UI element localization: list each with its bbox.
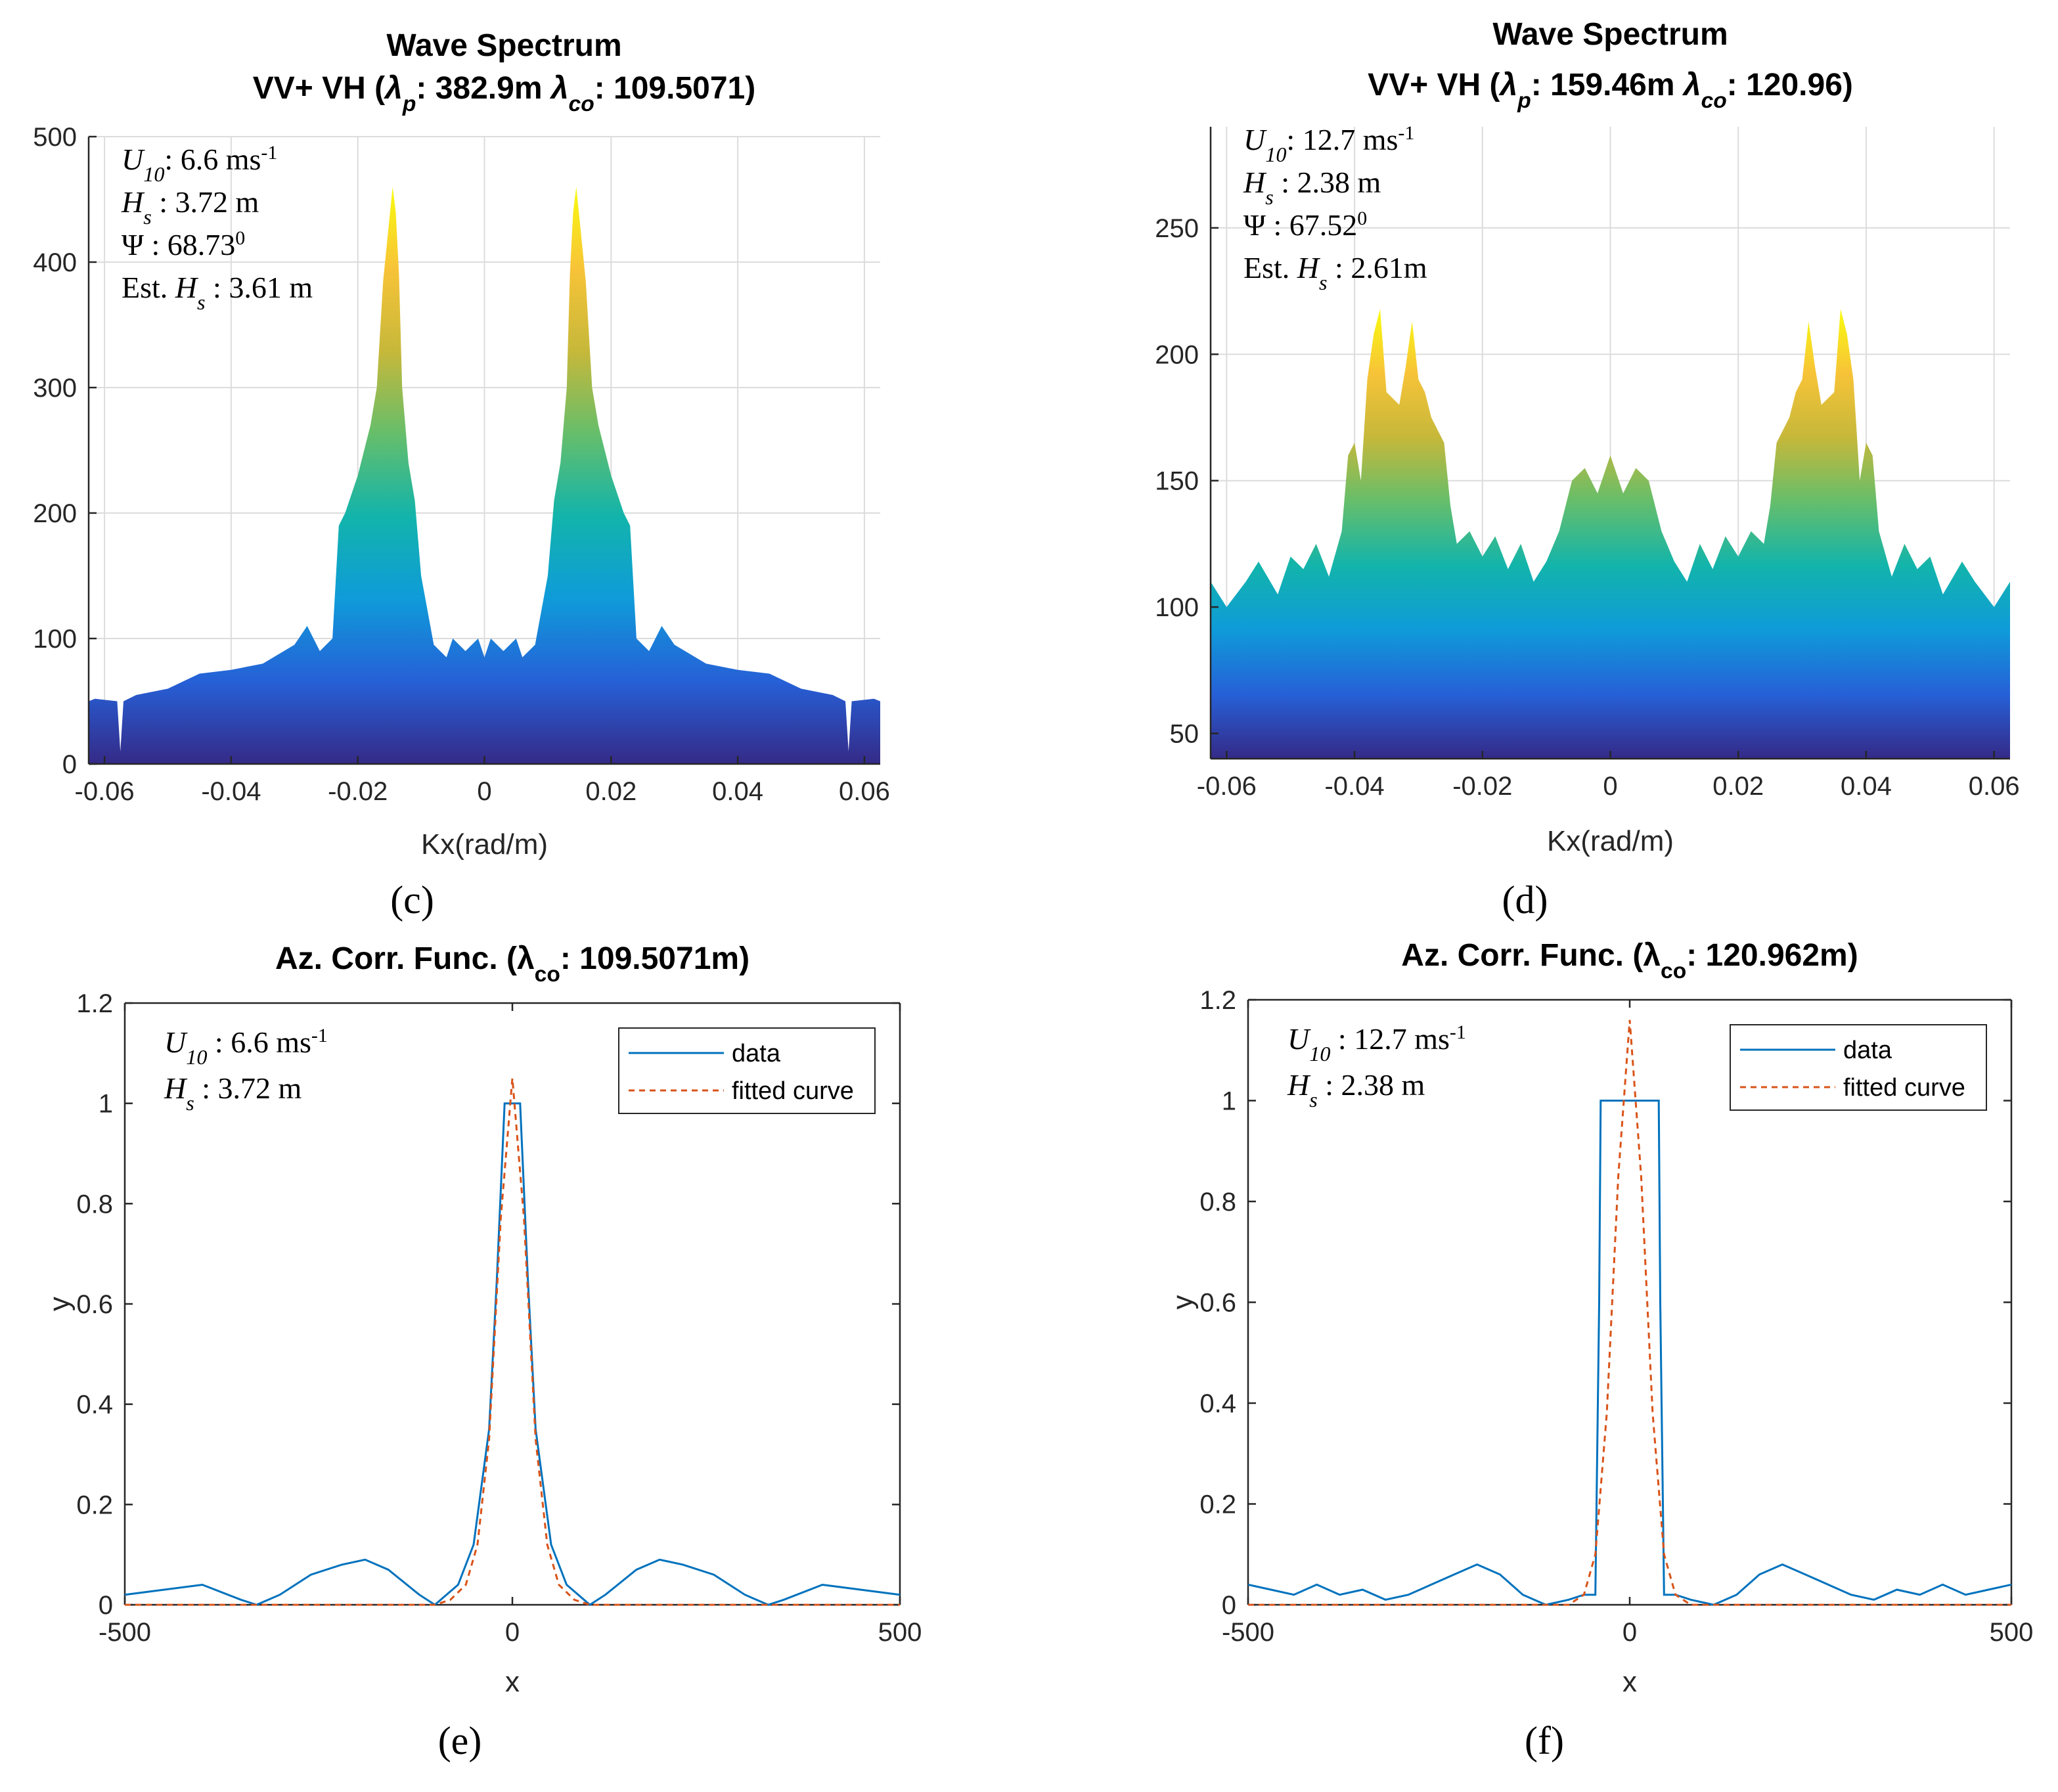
- x-tick-label: -0.06: [1197, 772, 1257, 801]
- annotation-line: Hs : 2.38 m: [1243, 166, 1381, 209]
- chart-subtitle: VV+ VH (λp: 159.46m λco: 120.96): [1368, 68, 1853, 113]
- y-tick-label: 0: [1222, 1591, 1236, 1620]
- y-tick-label: 1.2: [76, 989, 113, 1018]
- x-tick-label: 0: [477, 777, 491, 806]
- fitted-curve-line: [1248, 1019, 2011, 1606]
- spectrum-surface: [1211, 309, 2010, 759]
- chart-title: Wave Spectrum: [1492, 17, 1728, 52]
- panel-label: (f): [1525, 1719, 1564, 1762]
- y-tick-label: 500: [33, 123, 77, 152]
- chart-title: Az. Corr. Func. (λco: 109.5071m): [275, 941, 749, 987]
- y-tick-label: 0: [99, 1591, 113, 1620]
- x-tick-label: -0.02: [1452, 772, 1512, 801]
- y-tick-label: 150: [1155, 467, 1199, 496]
- y-axis-label: y: [43, 1297, 76, 1311]
- x-axis-label: Kx(rad/m): [1547, 825, 1674, 857]
- panel-label: (d): [1502, 878, 1548, 922]
- x-tick-label: -0.06: [75, 777, 135, 806]
- x-tick-label: -0.04: [201, 777, 261, 806]
- legend: data fitted curve: [1730, 1024, 1987, 1111]
- y-tick-label: 1.2: [1199, 986, 1236, 1015]
- legend-fitted-label: fitted curve: [732, 1077, 854, 1105]
- wave-spectrum-chart-d: -0.06 -0.04 -0.02 0 0.02 0.04 0.06 50 100 150 200 2…: [1155, 17, 2019, 922]
- x-axis-label: Kx(rad/m): [421, 828, 548, 861]
- annotation-line: Est. Hs : 3.61 m: [122, 271, 313, 314]
- x-tick-label: 0.04: [712, 777, 763, 806]
- y-tick-label: 0.4: [1199, 1389, 1236, 1418]
- y-tick-label: 0.8: [76, 1190, 113, 1219]
- legend: data fitted curve: [618, 1027, 876, 1114]
- legend-fitted-label: fitted curve: [1843, 1074, 1965, 1102]
- y-tick-label: 1: [99, 1090, 113, 1119]
- data-series-line: [1247, 1100, 2012, 1606]
- y-tick-label: 0.2: [1199, 1490, 1236, 1519]
- y-tick-label: 300: [33, 374, 77, 403]
- annotation-line: Ψ : 67.520: [1243, 208, 1367, 242]
- annotation-line: Hs : 3.72 m: [121, 185, 259, 229]
- x-tick-label: 0.06: [1969, 772, 2020, 801]
- annotation-line: Hs : 2.38 m: [1287, 1068, 1425, 1111]
- annotation-line: Est. Hs : 2.61m: [1243, 251, 1427, 294]
- y-tick-label: 0.4: [76, 1391, 113, 1420]
- y-axis-label: y: [1167, 1295, 1199, 1310]
- y-tick-label: 0.6: [76, 1290, 113, 1319]
- data-series-line: [124, 1102, 901, 1606]
- x-tick-label: -500: [99, 1618, 151, 1647]
- panel-label: (e): [438, 1719, 482, 1762]
- x-axis-label: x: [1622, 1666, 1637, 1698]
- legend-data-label: data: [1843, 1037, 1892, 1064]
- y-tick-label: 50: [1170, 720, 1199, 749]
- annotation-line: U10: 12.7 ms-1: [1243, 122, 1414, 167]
- y-tick-label: 200: [33, 499, 77, 528]
- x-tick-label: 0.02: [585, 777, 637, 806]
- x-tick-label: 0: [1622, 1618, 1637, 1647]
- y-tick-label: 200: [1155, 340, 1199, 369]
- x-tick-label: 0: [1603, 772, 1617, 801]
- y-tick-label: 0.6: [1199, 1289, 1236, 1318]
- legend-data-label: data: [732, 1040, 781, 1067]
- x-tick-label: 500: [878, 1618, 922, 1647]
- chart-subtitle: VV+ VH (λp: 382.9m λco: 109.5071): [253, 71, 755, 116]
- y-tick-label: 0.2: [76, 1490, 113, 1519]
- annotation-line: U10 : 6.6 ms-1: [164, 1025, 328, 1069]
- chart-title: Az. Corr. Func. (λco: 120.962m): [1401, 938, 1858, 983]
- wave-spectrum-chart-c: -0.06 -0.04 -0.02 0 0.02 0.04 0.06 0 100 200 300 40…: [33, 28, 890, 922]
- y-tick-label: 100: [33, 625, 77, 654]
- x-tick-label: 0.06: [839, 777, 890, 806]
- y-tick-label: 0: [62, 750, 77, 779]
- x-tick-label: 0.04: [1841, 772, 1892, 801]
- annotation-line: Ψ : 68.730: [122, 227, 245, 262]
- annotation-line: Hs : 3.72 m: [164, 1071, 302, 1115]
- y-tick-label: 100: [1155, 593, 1199, 622]
- x-tick-label: 0.02: [1712, 772, 1764, 801]
- x-tick-label: 500: [1990, 1618, 2034, 1647]
- chart-title: Wave Spectrum: [386, 28, 621, 63]
- fitted-curve-line: [125, 1078, 900, 1606]
- x-tick-label: -500: [1222, 1618, 1274, 1647]
- panel-label: (c): [390, 878, 434, 922]
- x-axis-label: x: [505, 1666, 520, 1698]
- annotation-line: U10 : 12.7 ms-1: [1287, 1021, 1466, 1066]
- legend-box: [618, 1027, 876, 1114]
- y-tick-label: 0.8: [1199, 1188, 1236, 1217]
- x-tick-label: -0.04: [1324, 772, 1384, 801]
- x-tick-label: -0.02: [328, 777, 388, 806]
- y-tick-label: 1: [1222, 1087, 1236, 1116]
- y-tick-label: 400: [33, 248, 77, 277]
- x-tick-label: 0: [505, 1618, 520, 1647]
- legend-box: [1730, 1024, 1987, 1111]
- spectrum-surface: [89, 187, 880, 764]
- annotation-line: U10: 6.6 ms-1: [122, 142, 277, 187]
- y-tick-label: 250: [1155, 214, 1199, 243]
